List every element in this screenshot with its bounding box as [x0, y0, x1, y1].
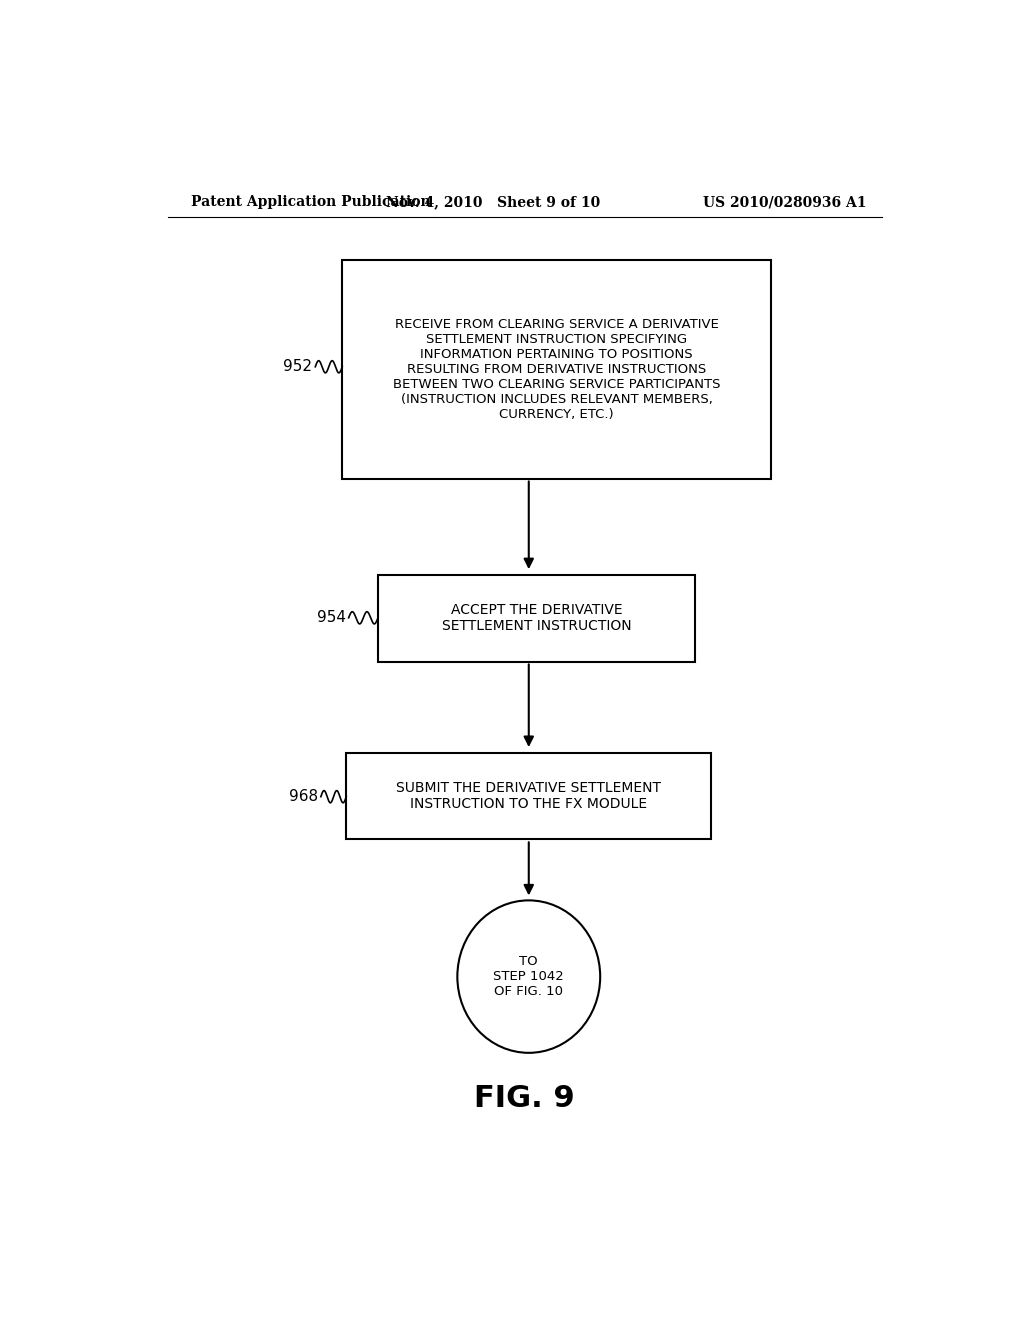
Text: SUBMIT THE DERIVATIVE SETTLEMENT
INSTRUCTION TO THE FX MODULE: SUBMIT THE DERIVATIVE SETTLEMENT INSTRUC…	[396, 781, 662, 812]
FancyBboxPatch shape	[378, 576, 695, 661]
Text: US 2010/0280936 A1: US 2010/0280936 A1	[702, 195, 866, 209]
Text: Nov. 4, 2010   Sheet 9 of 10: Nov. 4, 2010 Sheet 9 of 10	[386, 195, 600, 209]
FancyBboxPatch shape	[342, 260, 771, 479]
Text: ACCEPT THE DERIVATIVE
SETTLEMENT INSTRUCTION: ACCEPT THE DERIVATIVE SETTLEMENT INSTRUC…	[442, 603, 632, 634]
Ellipse shape	[458, 900, 600, 1053]
Text: 954: 954	[317, 610, 346, 626]
Text: TO
STEP 1042
OF FIG. 10: TO STEP 1042 OF FIG. 10	[494, 956, 564, 998]
FancyBboxPatch shape	[346, 752, 712, 840]
Text: FIG. 9: FIG. 9	[474, 1084, 575, 1113]
Text: 952: 952	[283, 359, 312, 375]
Text: RECEIVE FROM CLEARING SERVICE A DERIVATIVE
SETTLEMENT INSTRUCTION SPECIFYING
INF: RECEIVE FROM CLEARING SERVICE A DERIVATI…	[393, 318, 720, 421]
Text: 968: 968	[290, 789, 318, 804]
Text: Patent Application Publication: Patent Application Publication	[191, 195, 431, 209]
